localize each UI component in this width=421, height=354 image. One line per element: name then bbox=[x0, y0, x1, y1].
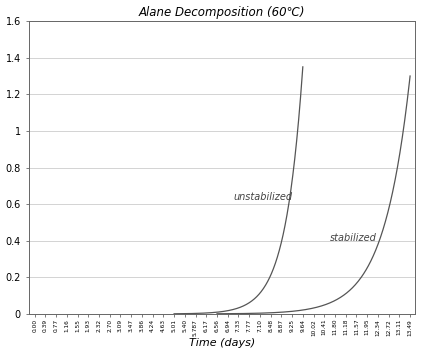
Title: Alane Decomposition (60℃): Alane Decomposition (60℃) bbox=[139, 6, 306, 18]
Text: unstabilized: unstabilized bbox=[233, 193, 292, 202]
Text: stabilized: stabilized bbox=[330, 233, 376, 243]
X-axis label: Time (days): Time (days) bbox=[189, 338, 256, 348]
